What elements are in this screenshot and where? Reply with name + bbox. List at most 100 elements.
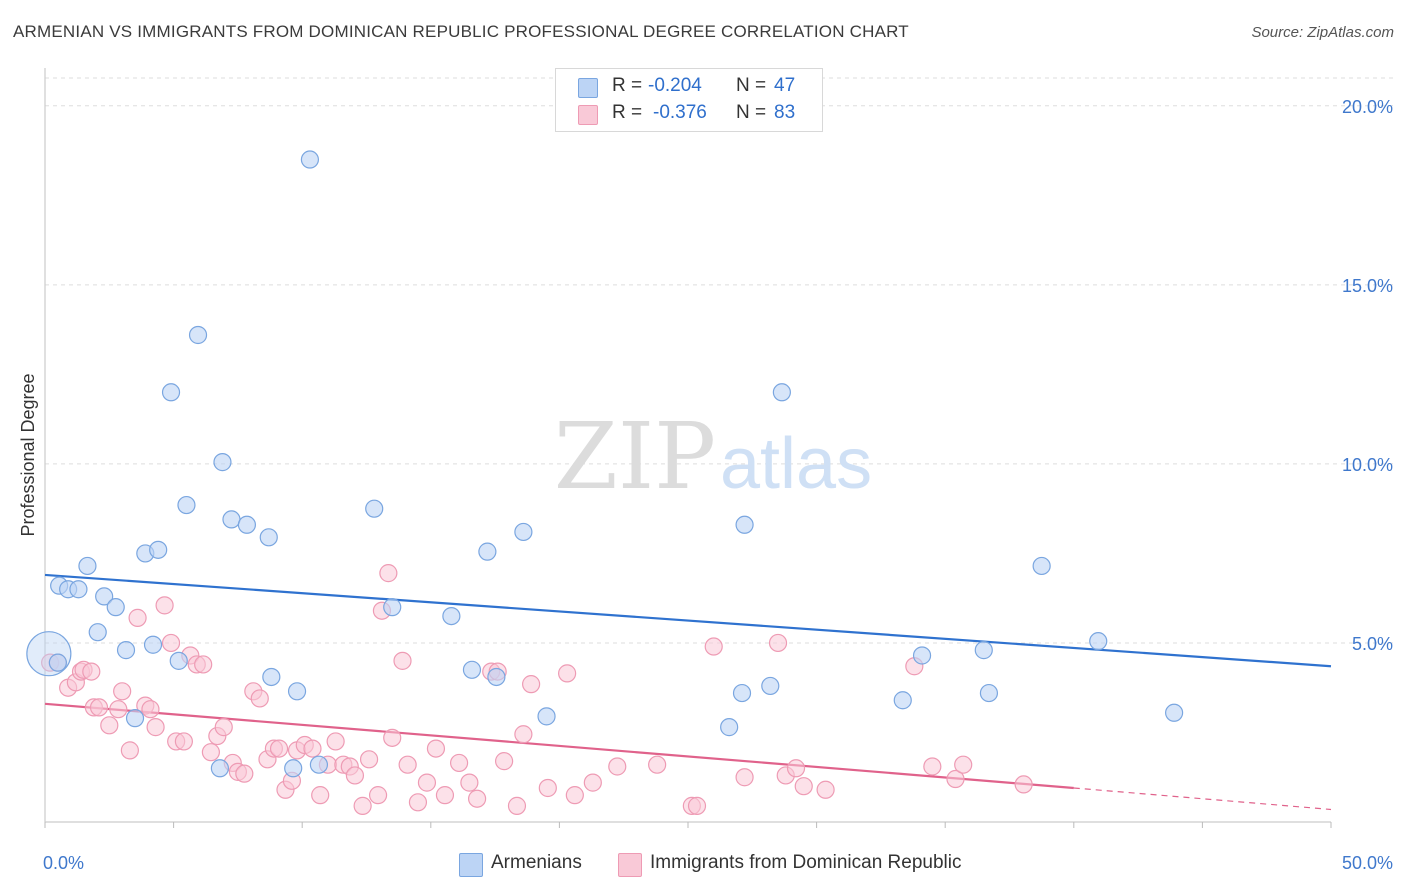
dominican-point <box>109 700 128 719</box>
armenian-point <box>149 540 168 559</box>
dominican-point <box>89 698 109 717</box>
armenian-point <box>365 499 384 518</box>
tick-labels: 5.0% 10.0% 15.0% 20.0% 0.0% 50.0% <box>43 97 1393 873</box>
dominican-point <box>398 755 417 774</box>
dominican-point <box>368 786 388 805</box>
armenian-point <box>979 683 999 703</box>
legend-n-label: N = <box>736 75 767 96</box>
dominican-point <box>435 786 455 805</box>
dominican-point <box>816 780 835 799</box>
dominican-point <box>379 564 398 583</box>
dominican-point <box>141 700 160 719</box>
dominican-point <box>408 793 428 812</box>
dominican-point <box>704 637 723 656</box>
dominican-point <box>161 633 181 653</box>
dominican-point <box>120 741 139 760</box>
armenian-point <box>48 653 67 672</box>
legend-r-label: R = <box>612 75 643 96</box>
bottom-legend-swatch-blue <box>459 853 483 877</box>
armenian-point <box>383 598 402 617</box>
dominican-point <box>383 728 402 747</box>
dominican-point <box>128 608 147 627</box>
armenian-point <box>487 667 506 687</box>
grid-layer <box>45 77 1395 644</box>
dominican-points <box>41 564 1033 815</box>
armenian-point <box>237 515 257 534</box>
armenian-point <box>1089 632 1108 651</box>
dominican-point <box>583 773 602 792</box>
armenian-point <box>735 515 754 534</box>
armenian-point <box>106 598 125 617</box>
bottom-legend-label: Armenians <box>491 852 582 873</box>
armenian-point <box>893 691 912 710</box>
y-tick-label: 10.0% <box>1342 455 1393 475</box>
dominican-point <box>648 755 667 774</box>
armenian-point <box>761 676 780 696</box>
legend-swatch-blue <box>578 78 598 98</box>
dominican-point <box>155 596 174 615</box>
dominican-point <box>146 718 165 737</box>
armenian-point <box>259 528 278 547</box>
armenian-point <box>284 759 303 778</box>
dominican-point <box>311 786 330 805</box>
dominican-point <box>538 778 557 798</box>
dominican-point <box>449 753 469 773</box>
dominican-point <box>954 755 973 774</box>
armenian-point <box>462 660 482 679</box>
armenian-point <box>169 651 188 670</box>
armenian-point <box>262 667 281 687</box>
armenian-point <box>125 709 145 728</box>
dominican-point <box>326 732 345 751</box>
dominican-point <box>113 682 132 701</box>
dominican-point <box>269 739 289 758</box>
y-tick-label: 15.0% <box>1342 276 1393 296</box>
dominican-point <box>426 739 446 758</box>
armenian-point <box>213 453 232 472</box>
dominican-point <box>235 764 254 783</box>
dominican-trend-line-extrapolated <box>1073 787 1332 811</box>
dominican-point <box>558 664 577 683</box>
armenian-point <box>78 556 97 576</box>
y-axis-label: Professional Degree <box>18 373 38 536</box>
dominican-point <box>359 750 379 769</box>
dominican-point <box>250 689 269 708</box>
dominican-point <box>495 752 514 771</box>
trend-lines <box>44 573 1332 811</box>
armenian-point <box>210 759 229 778</box>
bottom-legend-swatch-pink <box>618 853 642 877</box>
dominican-point <box>786 759 806 778</box>
dominican-point <box>923 757 942 776</box>
dominican-point <box>393 651 412 670</box>
dominican-point <box>100 716 119 735</box>
axes-layer <box>44 68 1332 828</box>
dominican-point <box>507 796 527 815</box>
dominican-point <box>946 769 965 789</box>
armenian-point <box>974 641 993 660</box>
dominican-point <box>768 633 788 653</box>
armenian-point <box>161 383 181 402</box>
dominican-point <box>467 789 487 808</box>
armenian-point <box>442 606 461 626</box>
armenian-point <box>300 150 320 169</box>
armenians-trend-line <box>44 573 1332 668</box>
armenian-point <box>69 580 88 599</box>
armenian-point <box>912 646 932 665</box>
legend-n-value: 83 <box>774 102 796 123</box>
armenian-point <box>177 495 196 515</box>
source-label: Source: ZipAtlas.com <box>1251 24 1394 41</box>
dominican-point <box>353 796 372 815</box>
dominican-point <box>735 768 754 787</box>
dominican-point <box>460 773 479 792</box>
legend-n-label: N = <box>736 102 767 123</box>
dominican-point <box>514 725 533 744</box>
armenian-point <box>88 623 107 642</box>
dominican-point <box>687 796 707 815</box>
x-tick-label: 50.0% <box>1342 853 1393 873</box>
dominican-point <box>303 739 322 758</box>
armenian-point <box>287 682 307 701</box>
legend-r-label: R = <box>612 102 643 123</box>
dominican-trend-line <box>44 702 1074 790</box>
armenian-point <box>95 587 114 606</box>
legend-n-value: 47 <box>774 75 796 96</box>
